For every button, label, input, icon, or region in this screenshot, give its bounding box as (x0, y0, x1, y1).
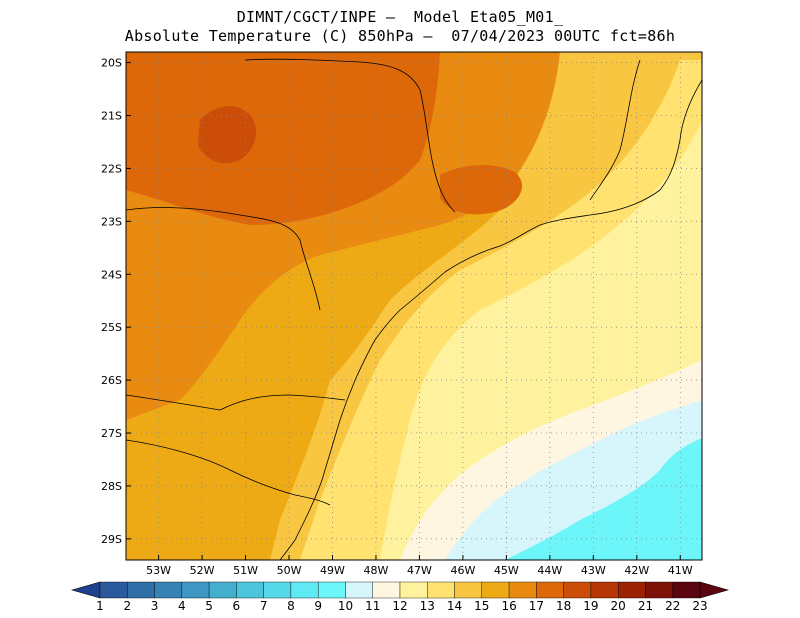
field-band-t19-east (440, 164, 523, 215)
lat-tick-label: 26S (101, 374, 122, 387)
colorbar-label: 1 (96, 599, 104, 613)
colorbar-segment (563, 581, 592, 599)
colorbar-label: 13 (420, 599, 435, 613)
colorbar-label: 14 (447, 599, 462, 613)
coastline (279, 79, 702, 560)
colorbar-segment (454, 581, 483, 599)
colorbar-label: 11 (365, 599, 380, 613)
map-title-line1: DIMNT/CGCT/INPE – Model Eta05_M01_ (236, 8, 564, 26)
state-border-mg-sp (244, 58, 456, 213)
colorbar-segment (645, 581, 673, 599)
lat-tick-label: 22S (101, 162, 122, 175)
lat-tick-label: 29S (101, 533, 122, 546)
lon-tick-label: 46W (450, 564, 475, 577)
map-frame (125, 51, 703, 561)
colorbar-label: 12 (392, 599, 407, 613)
colorbar-segment (590, 581, 619, 599)
lon-tick-label: 41W (668, 564, 693, 577)
lat-tick-label: 25S (101, 321, 122, 334)
colorbar-label: 6 (233, 599, 241, 613)
colorbar-label: 2 (123, 599, 131, 613)
field-band-t11 (505, 438, 702, 560)
borders (126, 58, 702, 560)
colorbar-segment (317, 581, 346, 599)
longitude-ticks: 53W 52W 51W 50W 49W 48W 47W 46W 45W 44W 43W 42W 41W (146, 555, 693, 577)
lon-tick-label: 53W (146, 564, 171, 577)
colorbar-segment (236, 581, 264, 599)
lat-tick-label: 20S (101, 57, 122, 70)
state-border-pr-sc (126, 394, 346, 411)
colorbar-label: 3 (151, 599, 159, 613)
colorbar-label: 18 (556, 599, 571, 613)
colorbar-label: 8 (287, 599, 295, 613)
colorbar-segment (427, 581, 455, 599)
colorbar-segment (372, 581, 401, 599)
colorbar-segment (263, 581, 292, 599)
colorbar-label: 15 (474, 599, 489, 613)
field-band-t20 (198, 105, 257, 164)
colorbar-segment (127, 581, 155, 599)
colorbar-segment (617, 581, 646, 599)
lat-tick-label: 28S (101, 480, 122, 493)
lat-tick-label: 23S (101, 215, 122, 228)
colorbar-segment (154, 581, 183, 599)
colorbar-segment (290, 581, 319, 599)
colorbar-label: 19 (583, 599, 598, 613)
colorbar-arrow-right (699, 581, 730, 599)
colorbar-segment (345, 581, 373, 599)
state-border-sc-rs (126, 439, 331, 506)
map-title-line2: Absolute Temperature (C) 850hPa – 07/04/… (124, 27, 676, 45)
colorbar-label: 16 (501, 599, 516, 613)
graticule (126, 52, 702, 560)
colorbar-label: 23 (692, 599, 707, 613)
lon-tick-label: 42W (624, 564, 649, 577)
lon-tick-label: 51W (233, 564, 258, 577)
colorbar-segment (99, 581, 128, 599)
colorbar-label: 20 (611, 599, 626, 613)
colorbar-label: 22 (665, 599, 680, 613)
lon-tick-label: 45W (494, 564, 519, 577)
colorbar-segment (672, 581, 701, 599)
colorbar-arrow-left (70, 581, 101, 599)
lon-tick-label: 49W (320, 564, 345, 577)
lon-tick-label: 44W (537, 564, 562, 577)
colorbar: 1 2 3 4 5 6 7 8 9 10 11 12 13 14 15 16 17 18 19 20 21 22 23 (70, 581, 730, 613)
state-border-ms-pr (126, 207, 321, 311)
lon-tick-label: 50W (277, 564, 302, 577)
lat-tick-label: 24S (101, 268, 122, 281)
lat-tick-label: 21S (101, 110, 122, 123)
colorbar-label: 17 (529, 599, 544, 613)
lon-tick-label: 48W (364, 564, 389, 577)
colorbar-label: 4 (178, 599, 186, 613)
colorbar-label: 21 (638, 599, 653, 613)
colorbar-segment (399, 581, 428, 599)
colorbar-label: 10 (338, 599, 353, 613)
colorbar-segment (508, 581, 537, 599)
colorbar-segment (181, 581, 210, 599)
lon-tick-label: 47W (407, 564, 432, 577)
lon-tick-label: 52W (190, 564, 215, 577)
latitude-ticks: 20S 21S 22S 23S 24S 25S 26S 27S 28S 29S (101, 57, 131, 546)
field-band-t19 (126, 52, 440, 225)
colorbar-label: 9 (314, 599, 322, 613)
colorbar-segment (208, 581, 237, 599)
colorbar-label: 7 (260, 599, 268, 613)
temperature-field (126, 52, 702, 560)
colorbar-segment (536, 581, 564, 599)
lat-tick-label: 27S (101, 427, 122, 440)
colorbar-label: 5 (205, 599, 213, 613)
colorbar-segment (481, 581, 510, 599)
state-border-mg-rj-es (589, 59, 641, 201)
lon-tick-label: 43W (581, 564, 606, 577)
